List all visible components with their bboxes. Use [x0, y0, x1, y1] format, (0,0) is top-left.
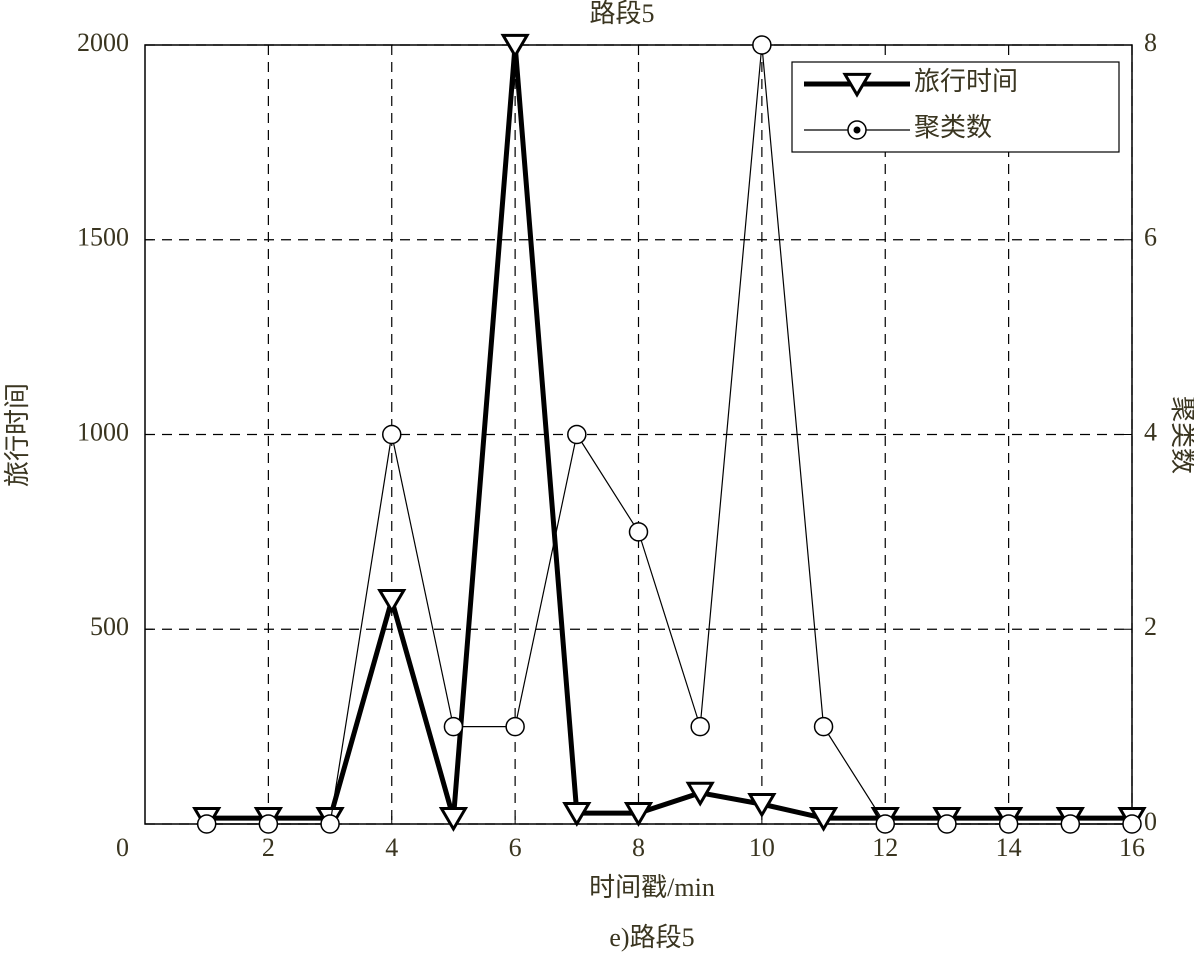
point — [623, 801, 654, 827]
x-tick-label: 2 — [262, 833, 275, 862]
x-tick-label: 4 — [385, 833, 398, 862]
point — [813, 716, 834, 737]
caption: e)路段5 — [609, 923, 694, 952]
y-tick-label: 500 — [90, 612, 129, 641]
y-tick-label: 0 — [116, 833, 129, 862]
point — [567, 424, 587, 445]
y2-tick-label: 4 — [1144, 417, 1157, 446]
point — [937, 814, 957, 834]
point — [382, 424, 402, 445]
y-axis-label: 旅行时间 — [3, 383, 32, 487]
point — [752, 35, 772, 55]
point — [377, 588, 407, 614]
y2-axis-label: 聚类数 — [1168, 396, 1194, 474]
x-tick-label: 14 — [996, 833, 1022, 862]
y2-tick-label: 6 — [1144, 223, 1157, 252]
x-tick-label: 16 — [1119, 833, 1145, 862]
point — [747, 793, 777, 818]
series-line — [206, 44, 1132, 821]
point — [562, 801, 592, 827]
y-tick-label: 1000 — [77, 417, 129, 446]
point — [320, 814, 340, 834]
point — [998, 814, 1019, 834]
chart-title: 路段5 — [589, 0, 654, 28]
x-tick-label: 6 — [509, 833, 522, 862]
point — [808, 807, 839, 832]
legend-label: 聚类数 — [914, 113, 992, 142]
point — [500, 33, 530, 59]
point — [685, 781, 715, 807]
y2-tick-label: 8 — [1144, 28, 1157, 57]
point — [443, 716, 464, 737]
point — [690, 716, 710, 737]
legend-marker — [842, 72, 872, 98]
point — [438, 807, 469, 832]
y2-tick-label: 2 — [1144, 612, 1157, 641]
point — [1122, 814, 1142, 834]
x-tick-label: 8 — [632, 833, 645, 862]
point — [1060, 814, 1081, 834]
y-tick-label: 2000 — [77, 28, 129, 57]
point — [258, 814, 279, 834]
point — [628, 522, 649, 542]
y-tick-label: 1500 — [77, 223, 129, 252]
x-axis-label: 时间戳/min — [589, 873, 715, 902]
legend-marker — [853, 126, 861, 134]
x-tick-label: 10 — [749, 833, 775, 862]
y2-tick-label: 0 — [1144, 807, 1157, 836]
point — [875, 814, 895, 834]
x-tick-label: 12 — [872, 833, 898, 862]
legend-label: 旅行时间 — [914, 67, 1018, 96]
point — [196, 814, 217, 834]
point — [505, 716, 525, 737]
series-line — [206, 44, 1132, 825]
